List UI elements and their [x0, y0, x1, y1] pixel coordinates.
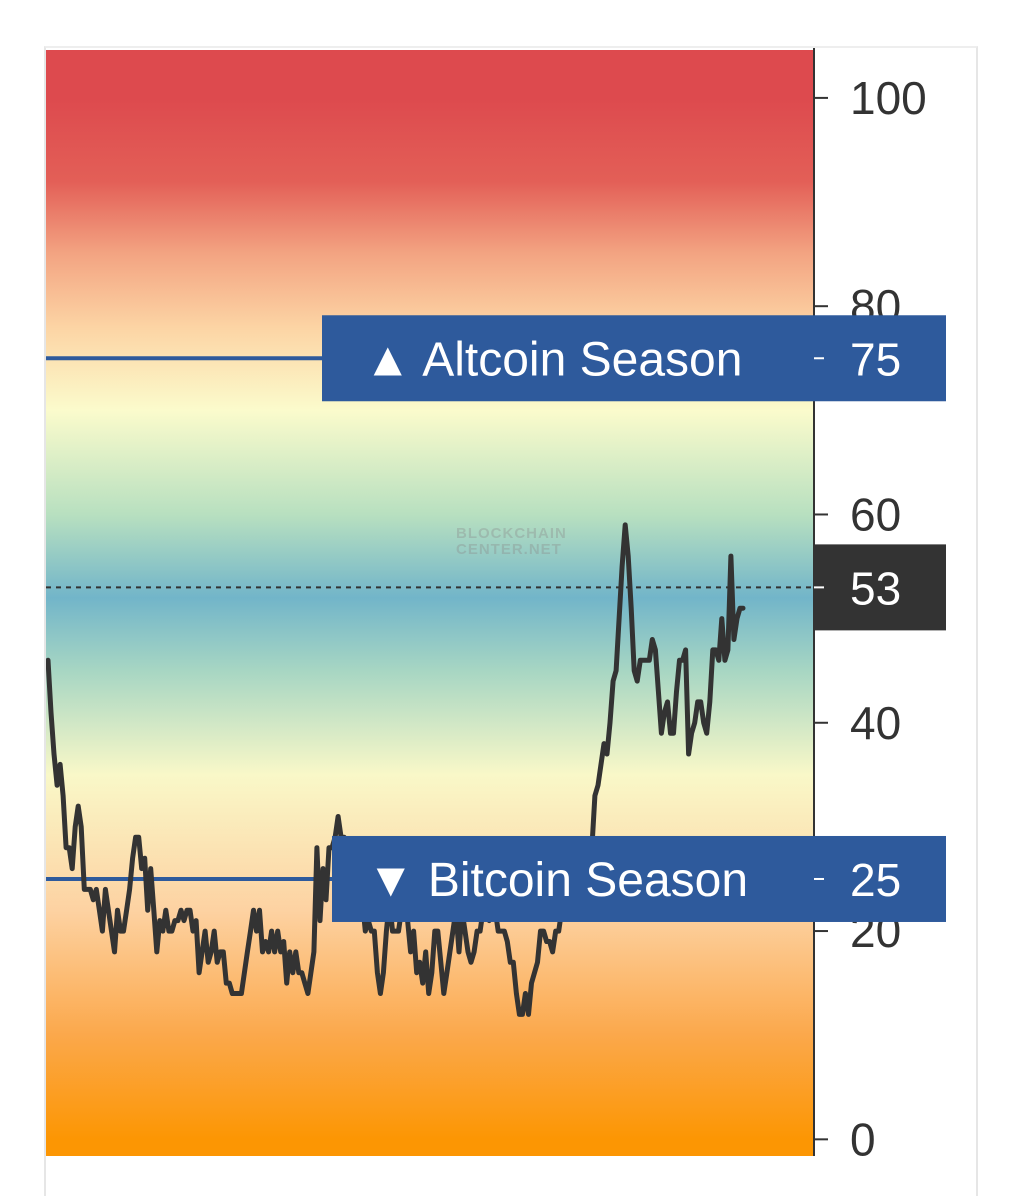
y-tick-label-60: 60: [850, 488, 901, 540]
current-value-label: 53: [850, 562, 901, 614]
reference-lines: [46, 356, 332, 881]
band-value: 75: [850, 333, 901, 385]
y-tick-label-100: 100: [850, 72, 927, 124]
series-line: [46, 522, 746, 1017]
current-value-box: 53: [814, 544, 946, 631]
y-tick-label-0: 0: [850, 1113, 876, 1158]
watermark-line-1: BLOCKCHAIN: [456, 525, 567, 542]
band-label: ▲ Altcoin Season: [364, 333, 742, 386]
band-rect: [332, 835, 946, 922]
chart-frame: BLOCKCHAIN CENTER.NET 0 20 40 60 80 100 ▲ Alt…: [44, 46, 978, 1196]
season-bands: ▲ Altcoin Season 75 ▼ Bitcoin Season 25: [322, 315, 946, 922]
current-value-rect: [814, 544, 946, 631]
band-label: ▼ Bitcoin Season: [367, 854, 748, 907]
band-value: 25: [850, 854, 901, 906]
band-altcoin-season: ▲ Altcoin Season 75: [322, 315, 946, 402]
band-rect: [322, 315, 946, 402]
watermark: BLOCKCHAIN CENTER.NET: [456, 525, 567, 558]
band-bitcoin-season: ▼ Bitcoin Season 25: [332, 835, 946, 922]
y-tick-label-40: 40: [850, 697, 901, 749]
watermark-line-2: CENTER.NET: [456, 541, 562, 558]
